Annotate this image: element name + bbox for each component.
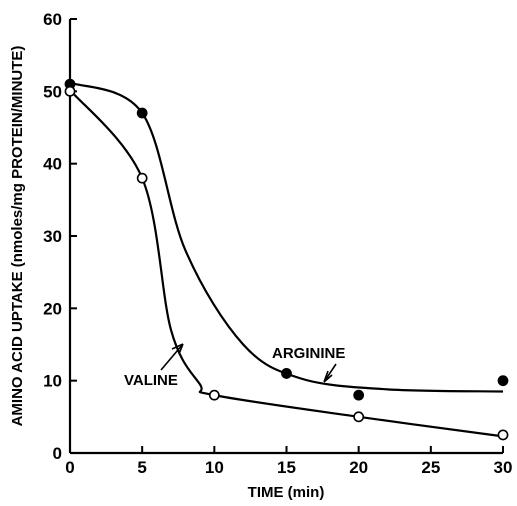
valine-pointer-arrow [160, 343, 184, 371]
y-tick-label: 0 [53, 444, 62, 463]
y-tick-label: 60 [43, 10, 62, 29]
x-axis-label: TIME (min) [248, 484, 325, 501]
series-markers [64, 78, 509, 441]
series-label-valine: VALINE [124, 372, 178, 389]
x-tick-label: 0 [65, 458, 74, 477]
data-point-arginine [281, 368, 292, 379]
x-tick-label: 5 [137, 458, 146, 477]
x-tick-label: 30 [494, 458, 513, 477]
y-tick-label: 10 [43, 372, 62, 391]
series-label-arginine: ARGININE [272, 345, 345, 362]
arginine-pointer-arrow [323, 363, 337, 383]
x-tick-label: 10 [205, 458, 224, 477]
data-point-valine [136, 172, 148, 184]
data-point-arginine [353, 389, 365, 401]
data-point-arginine [497, 375, 509, 387]
data-point-valine [208, 389, 220, 401]
data-point-arginine [136, 107, 148, 119]
x-ticks: 0 5 10 15 20 25 30 [65, 446, 512, 477]
x-tick-label: 15 [277, 458, 296, 477]
y-axis-label: AMINO ACID UPTAKE (nmoles/mg PROTEIN/MIN… [9, 46, 26, 427]
y-tick-label: 40 [43, 155, 62, 174]
x-tick-label: 25 [421, 458, 440, 477]
y-ticks: 0 10 20 30 40 50 60 [43, 10, 77, 463]
y-tick-label: 50 [43, 82, 62, 101]
y-tick-label: 20 [43, 299, 62, 318]
x-tick-label: 20 [349, 458, 368, 477]
data-point-valine [497, 429, 509, 441]
y-tick-label: 30 [43, 227, 62, 246]
data-point-valine [353, 411, 365, 423]
data-point-valine [64, 85, 76, 97]
